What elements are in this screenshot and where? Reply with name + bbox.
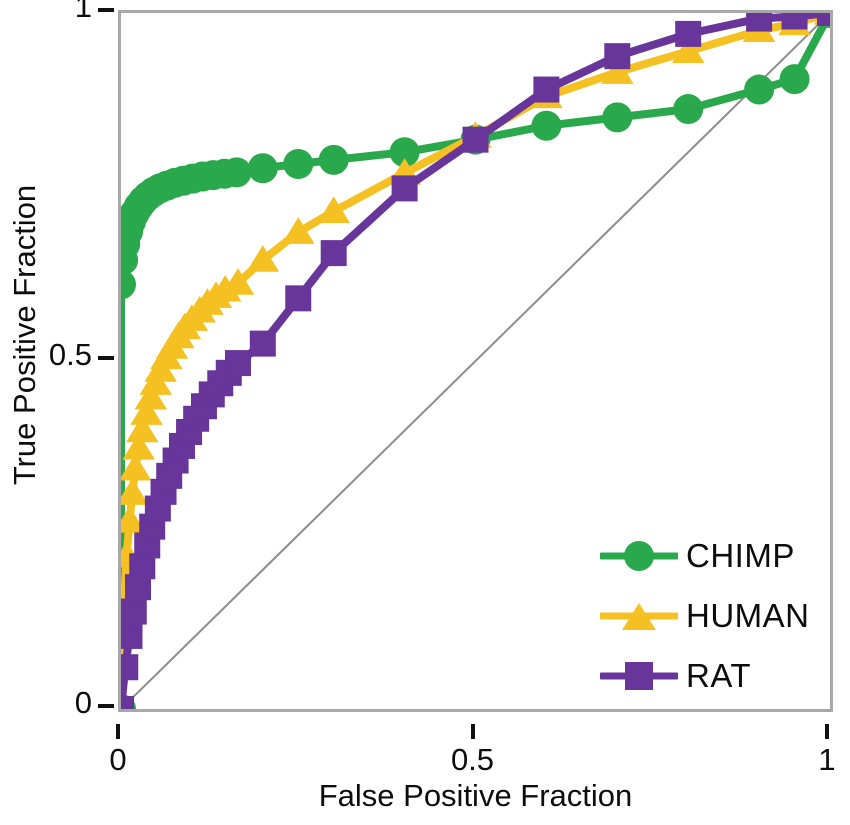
data-point-marker (744, 74, 775, 105)
y-tick-label: 0 (74, 685, 92, 720)
circle-marker-icon (624, 541, 654, 571)
legend-label: CHIMP (686, 537, 795, 574)
x-tick-label: 0 (109, 742, 127, 777)
series-rat (121, 13, 830, 709)
data-point-marker (285, 285, 312, 312)
data-point-marker (221, 157, 252, 188)
data-point-marker (389, 137, 420, 168)
data-point-marker (121, 453, 152, 481)
chance-diagonal-line (121, 13, 830, 709)
data-point-marker (121, 622, 143, 649)
data-point-marker (675, 20, 702, 47)
data-point-marker (531, 110, 562, 141)
data-point-marker (602, 102, 633, 133)
chart-legend: CHIMP HUMAN RAT (600, 533, 835, 698)
legend-item-chimp[interactable]: CHIMP (600, 533, 795, 579)
data-point-marker (746, 13, 773, 32)
legend-swatch (600, 656, 678, 696)
legend-swatch (600, 536, 678, 576)
x-tick-label: 1 (818, 742, 836, 777)
legend-label: RAT (686, 657, 752, 694)
plot-canvas (121, 13, 830, 709)
data-point-marker (121, 654, 139, 681)
y-tick-mark (98, 704, 114, 708)
legend-item-rat[interactable]: RAT (600, 653, 751, 699)
data-point-marker (246, 245, 280, 272)
legend-label: HUMAN (686, 597, 810, 634)
data-point-marker (604, 43, 631, 70)
data-point-marker (224, 350, 251, 377)
data-point-marker (533, 76, 560, 103)
data-point-marker (134, 382, 168, 410)
plot-area (118, 10, 833, 712)
data-point-marker (779, 64, 810, 95)
y-tick-label: 0.5 (48, 337, 92, 372)
data-point-marker (121, 598, 147, 625)
y-tick-mark (98, 356, 114, 360)
data-point-marker (601, 57, 634, 84)
data-point-marker (283, 149, 314, 180)
data-point-marker (122, 433, 155, 460)
x-tick-mark (470, 724, 475, 739)
data-point-marker (391, 175, 418, 202)
series-chimp (121, 13, 830, 709)
data-point-marker (247, 153, 278, 184)
data-point-marker (121, 478, 149, 505)
data-point-marker (462, 126, 489, 153)
legend-swatch (600, 596, 678, 636)
y-tick-label: 1 (74, 0, 92, 24)
triangle-marker-icon (622, 603, 656, 631)
square-marker-icon (625, 662, 653, 690)
y-axis-title-text: True Positive Fraction (7, 184, 42, 486)
data-point-marker (121, 269, 136, 300)
data-point-marker (126, 415, 159, 443)
data-point-marker (221, 268, 255, 295)
data-point-marker (817, 13, 830, 26)
data-point-marker (781, 13, 808, 30)
data-point-marker (249, 330, 276, 357)
x-tick-label: 0.5 (450, 742, 495, 777)
y-axis-title: True Positive Fraction (2, 120, 48, 550)
data-point-marker (317, 196, 350, 224)
data-point-marker (320, 240, 347, 267)
data-point-marker (208, 275, 242, 302)
y-tick-mark (98, 8, 114, 12)
x-tick-mark (116, 724, 120, 739)
data-point-marker (673, 94, 704, 125)
legend-item-human[interactable]: HUMAN (600, 593, 810, 639)
x-axis-title: False Positive Fraction (318, 778, 633, 813)
data-point-marker (671, 36, 705, 63)
data-point-marker (130, 398, 163, 425)
x-tick-mark (825, 724, 829, 739)
data-point-marker (121, 696, 134, 709)
data-point-marker (318, 144, 349, 175)
data-point-marker (282, 217, 315, 244)
